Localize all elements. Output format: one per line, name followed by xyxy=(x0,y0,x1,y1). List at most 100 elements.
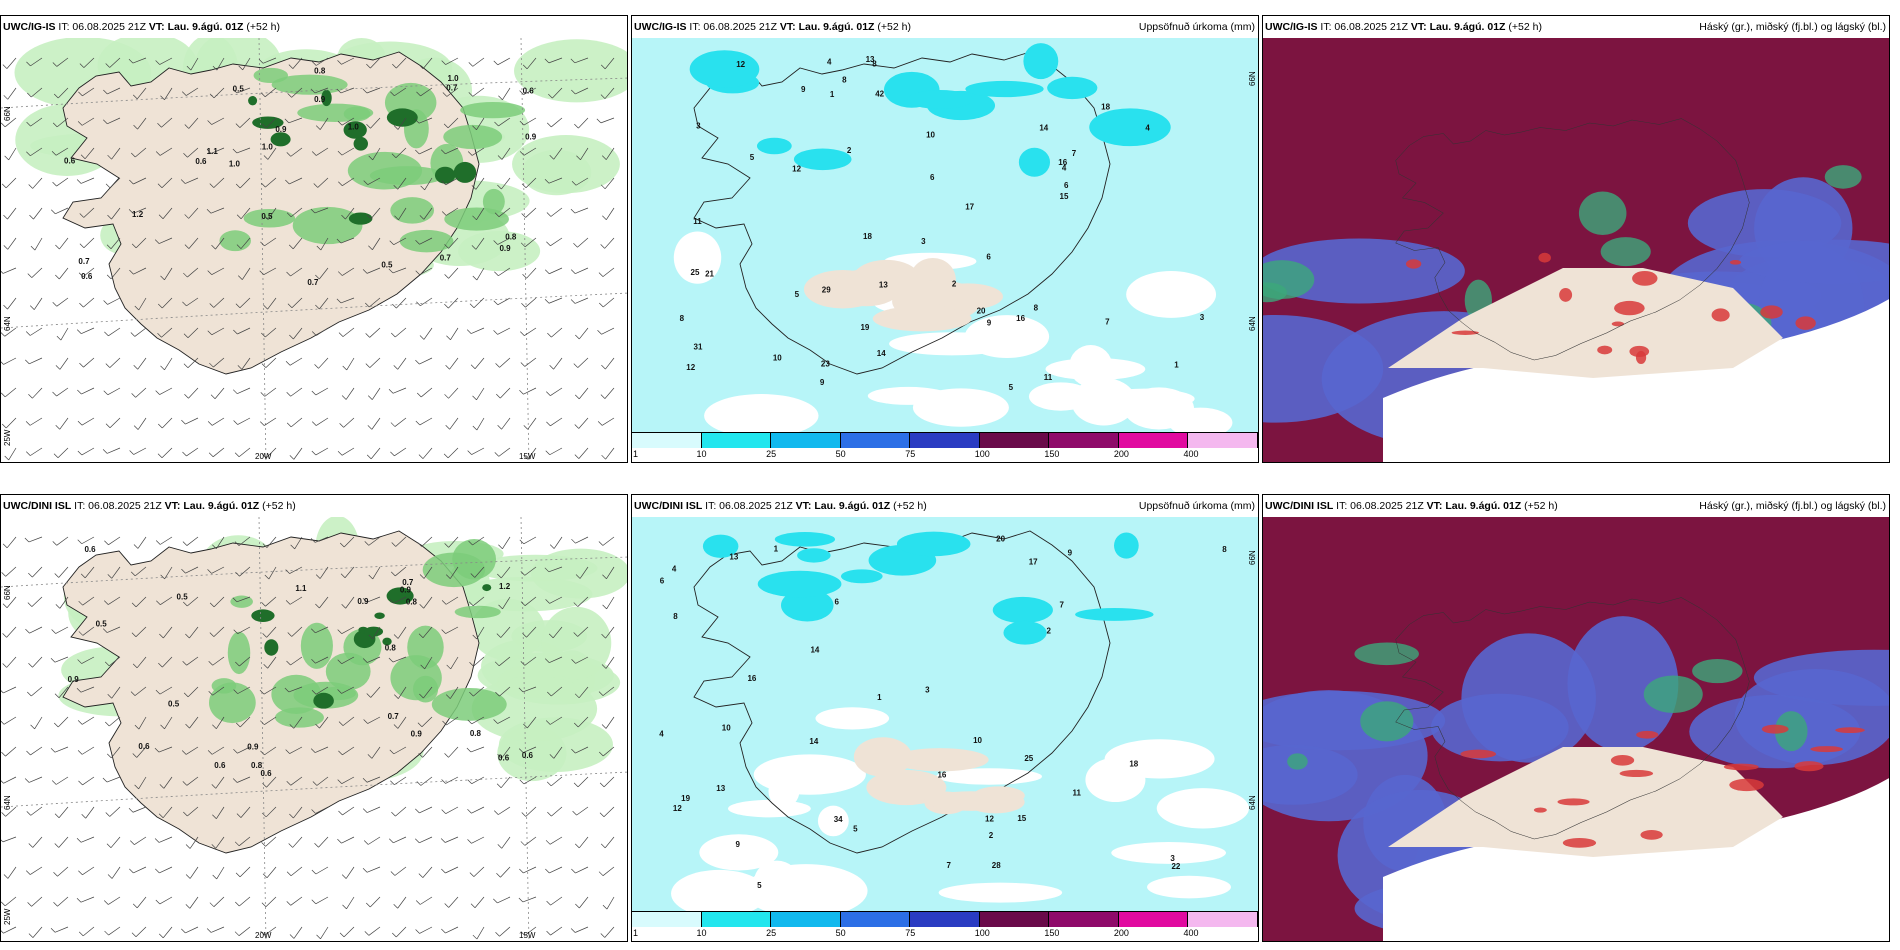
wind-barb xyxy=(372,237,381,250)
wind-barb xyxy=(369,357,381,368)
wind-barb xyxy=(159,686,173,695)
wind-barb xyxy=(186,87,199,96)
wind-barb xyxy=(497,844,503,849)
dry-area xyxy=(932,283,1003,310)
wind-barb xyxy=(209,93,215,99)
wind-barb xyxy=(80,573,86,579)
wind-barb xyxy=(526,626,537,638)
wind-barb xyxy=(448,536,459,548)
precip-core xyxy=(434,166,456,184)
dry-area xyxy=(815,707,890,730)
wind-barb xyxy=(466,329,472,334)
wind-barb xyxy=(337,629,342,634)
lead-time: (+52 h) xyxy=(262,500,296,512)
precip-area xyxy=(793,148,852,171)
wind-barb xyxy=(315,574,321,579)
wind-barb xyxy=(186,447,199,457)
wind-barb xyxy=(522,686,537,693)
cloud-area xyxy=(1729,260,1742,265)
wind-barb xyxy=(285,569,290,574)
dry-area xyxy=(728,799,811,818)
wind-barb xyxy=(129,179,134,185)
wind-barb xyxy=(185,904,191,909)
wind-barb xyxy=(232,597,238,603)
wind-barb xyxy=(545,720,551,725)
wind-barb xyxy=(363,180,368,185)
wind-barb xyxy=(573,782,579,788)
wind-barb xyxy=(56,57,69,67)
wind-barb xyxy=(545,599,550,604)
wind-barb xyxy=(154,838,160,843)
wind-barb xyxy=(209,303,214,308)
wind-barb xyxy=(497,327,511,335)
cloud-area xyxy=(1263,238,1465,304)
wind-barb xyxy=(155,60,160,65)
wind-barb xyxy=(6,626,17,638)
wind-barb xyxy=(467,450,472,455)
wind-barb xyxy=(3,926,17,934)
wind-barb xyxy=(184,214,189,219)
wind-barb xyxy=(578,686,589,699)
wind-barb xyxy=(103,119,108,125)
wind-barb xyxy=(232,778,238,783)
wind-barb xyxy=(289,596,303,605)
cloud-area xyxy=(1354,642,1419,666)
colorbar-tick-label: 50 xyxy=(835,449,846,459)
wind-barb xyxy=(266,866,277,878)
wind-barb xyxy=(155,899,161,905)
wind-barb xyxy=(1,183,7,189)
wind-barb xyxy=(341,447,355,456)
wind-barb xyxy=(1,901,6,907)
wind-barb xyxy=(135,626,147,637)
wind-barb xyxy=(448,267,459,279)
wind-barb xyxy=(574,454,580,459)
wind-barb xyxy=(133,124,138,130)
wind-barb xyxy=(58,566,69,578)
wind-barbs xyxy=(1,57,615,461)
wind-barb xyxy=(105,363,111,368)
init-time: IT: 06.08.2025 21Z xyxy=(58,21,146,33)
wind-barb xyxy=(395,327,407,338)
wind-barb xyxy=(314,364,319,369)
precip-area xyxy=(840,569,883,584)
wind-barb xyxy=(264,237,277,247)
wind-barb xyxy=(546,391,551,396)
wind-barb xyxy=(30,746,43,756)
wind-barb xyxy=(267,147,277,160)
colorbar: 1 10 25 50 75 100 150 200 400 xyxy=(632,432,1258,462)
wind-barb xyxy=(263,664,268,669)
wind-barb xyxy=(602,686,615,696)
value-label: 2 xyxy=(952,280,957,289)
wind-barb xyxy=(55,604,61,609)
map-panel-igis-precip: UWC/IG-IS IT: 06.08.2025 21Z VT: Lau. 9.… xyxy=(631,15,1259,463)
wind-barb xyxy=(52,181,57,187)
wind-barb xyxy=(315,274,320,280)
wind-barb xyxy=(211,244,216,250)
wind-barb xyxy=(261,842,266,847)
value-label: 5 xyxy=(1009,383,1014,392)
wind-barb xyxy=(81,447,95,456)
colorbar-swatch xyxy=(701,911,772,927)
precip-core xyxy=(321,89,332,107)
wind-barb xyxy=(134,836,147,845)
value-label: 16 xyxy=(747,674,756,683)
wind-barb xyxy=(76,687,82,693)
land-dry-layer xyxy=(853,737,1025,815)
wind-barb xyxy=(29,327,43,336)
wind-barb xyxy=(285,179,290,185)
wind-barb xyxy=(418,633,424,638)
wind-barb xyxy=(520,362,526,367)
value-label: 8 xyxy=(872,60,877,69)
wind-barb xyxy=(57,87,69,99)
cloud-area xyxy=(1559,287,1573,302)
wind-barb xyxy=(164,87,173,100)
wind-barb xyxy=(420,664,425,670)
value-label: 0.7 xyxy=(307,278,319,287)
wind-barb xyxy=(50,928,56,933)
wind-barb xyxy=(444,303,449,309)
wind-barb xyxy=(159,784,165,789)
wind-barb xyxy=(289,455,295,460)
value-label: 0.9 xyxy=(68,675,80,684)
colorbar-swatch xyxy=(771,432,841,448)
wind-barb xyxy=(210,207,225,214)
